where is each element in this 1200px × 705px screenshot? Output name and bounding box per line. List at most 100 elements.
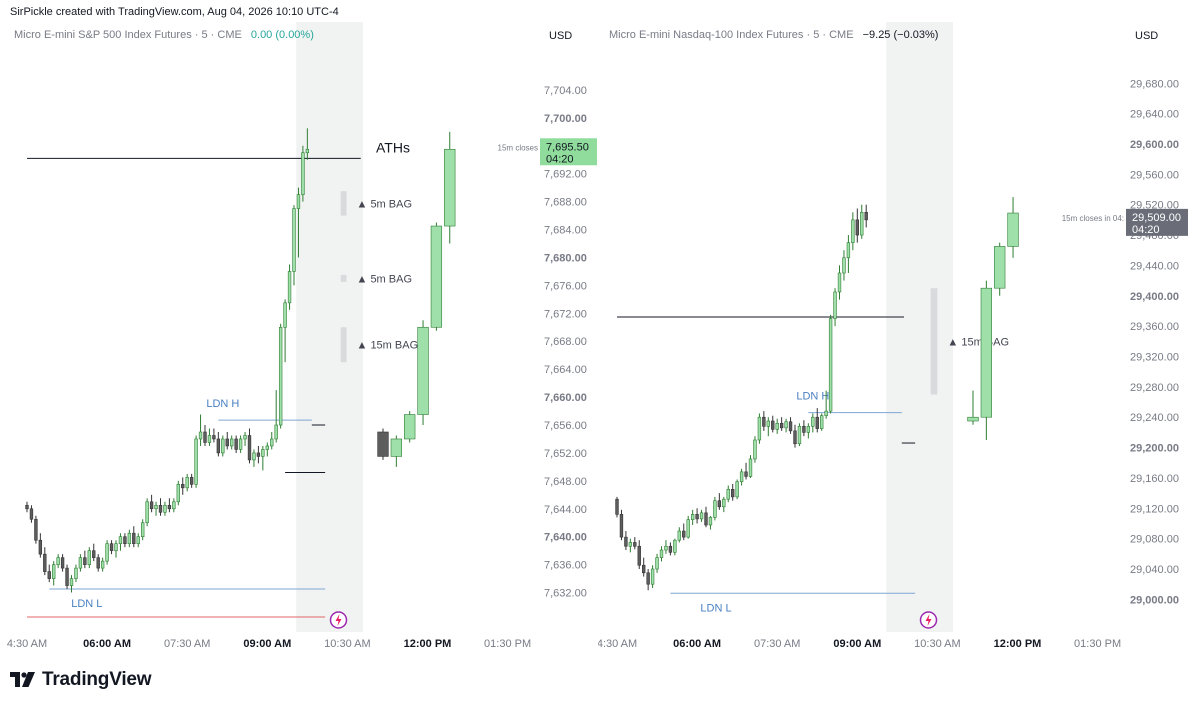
sp500-x-tick-6: 01:30 PM bbox=[484, 638, 531, 650]
nasdaq-candle-5m-40 bbox=[793, 430, 797, 445]
nasdaq-candle-5m-19 bbox=[699, 512, 704, 520]
sp500-x-tick-0: 4:30 AM bbox=[7, 638, 47, 650]
nasdaq-symbol-title[interactable]: Micro E-mini Nasdaq-100 Index Futures · … bbox=[609, 29, 854, 41]
sp500-candle-5m-28 bbox=[149, 501, 154, 510]
sp500-candle-15m-0 bbox=[377, 431, 389, 457]
tradingview-logo[interactable]: TradingView bbox=[10, 669, 152, 691]
sp500-price-label-note: 15m closes bbox=[498, 143, 538, 152]
nasdaq-candle-5m-45 bbox=[815, 416, 819, 429]
nasdaq-y-tick-16: 29,040.00 bbox=[1130, 564, 1179, 576]
nasdaq-candle-5m-10 bbox=[659, 549, 664, 558]
sp500-candle-5m-33 bbox=[172, 501, 176, 510]
nasdaq-candle-5m-51 bbox=[842, 257, 846, 274]
nasdaq-chart-panel[interactable]: LDN H LDN L ▲ 15m BAG 29,680.00 29,640.00 29,… bbox=[598, 22, 1200, 662]
sp500-chart-panel[interactable]: ATHs LDN H LDN L ▲ 5m BAG ▲ 5m BAG ▲ 15m BAG 7… bbox=[0, 22, 597, 662]
nasdaq-candle-15m-2 bbox=[994, 246, 1006, 289]
sp500-candle-5m-55 bbox=[270, 438, 274, 447]
sp500-candle-5m-54 bbox=[265, 445, 269, 450]
nasdaq-candle-15m-1 bbox=[980, 287, 992, 418]
sp500-bag-label-2: ▲ 15m BAG bbox=[357, 340, 419, 352]
sp500-y-tick-0: 7,704.00 bbox=[544, 85, 587, 97]
nasdaq-candle-5m-46 bbox=[820, 415, 824, 429]
sp500-candle-5m-52 bbox=[256, 452, 261, 457]
sp500-candle-5m-58 bbox=[283, 302, 287, 328]
nasdaq-candle-5m-26 bbox=[731, 489, 735, 498]
nasdaq-candle-5m-49 bbox=[833, 291, 837, 319]
sp500-y-tick-13: 7,652.00 bbox=[544, 448, 587, 460]
nasdaq-y-tick-15: 29,080.00 bbox=[1130, 534, 1179, 546]
sp500-candle-5m-2 bbox=[34, 518, 38, 541]
nasdaq-legend: Micro E-mini Nasdaq-100 Index Futures · … bbox=[609, 29, 938, 41]
sp500-candle-5m-41 bbox=[207, 435, 212, 443]
sp500-candle-5m-25 bbox=[136, 536, 140, 544]
nasdaq-candle-5m-28 bbox=[739, 471, 744, 483]
sp500-candle-5m-34 bbox=[176, 484, 180, 503]
sp500-x-tick-2: 07:30 AM bbox=[164, 638, 210, 650]
sp500-y-tick-1: 7,700.00 bbox=[544, 113, 587, 125]
nasdaq-candle-5m-13 bbox=[673, 539, 677, 553]
nasdaq-candle-5m-48 bbox=[828, 318, 833, 412]
nasdaq-y-tick-1: 29,640.00 bbox=[1130, 109, 1179, 121]
sp500-candle-5m-59 bbox=[287, 271, 292, 304]
sp500-candle-5m-1 bbox=[29, 508, 34, 520]
sp500-candle-5m-48 bbox=[238, 438, 243, 450]
nasdaq-candle-5m-29 bbox=[744, 471, 748, 477]
sp500-candle-5m-35 bbox=[181, 484, 185, 489]
nasdaq-x-tick-1: 06:00 AM bbox=[673, 638, 721, 650]
sp500-symbol-title[interactable]: Micro E-mini S&P 500 Index Futures · 5 ·… bbox=[14, 29, 242, 41]
nasdaq-candle-5m-24 bbox=[722, 498, 726, 508]
sp500-candle-5m-32 bbox=[167, 504, 172, 510]
nasdaq-price-label-note: 15m closes in 04: bbox=[1062, 214, 1124, 223]
nasdaq-candle-5m-6 bbox=[642, 564, 646, 574]
nasdaq-candle-5m-39 bbox=[788, 421, 793, 432]
sp500-candle-5m-7 bbox=[56, 557, 60, 565]
sp500-candle-15m-4 bbox=[430, 225, 443, 328]
sp500-x-tick-3: 09:00 AM bbox=[243, 638, 291, 650]
nasdaq-y-tick-11: 29,240.00 bbox=[1130, 412, 1179, 424]
nasdaq-price-label-countdown: 04:20 bbox=[1132, 224, 1160, 236]
nasdaq-candle-5m-0 bbox=[615, 498, 619, 515]
sp500-candle-5m-15 bbox=[92, 550, 96, 558]
sp500-candle-15m-3 bbox=[417, 326, 429, 415]
sp500-price-label-value: 7,695.50 bbox=[546, 141, 589, 153]
nasdaq-candle-5m-31 bbox=[753, 439, 757, 460]
sp500-candle-5m-36 bbox=[185, 477, 189, 489]
sp500-candle-5m-27 bbox=[145, 501, 149, 524]
sp500-candle-5m-8 bbox=[60, 557, 65, 569]
nasdaq-candle-5m-27 bbox=[735, 481, 739, 498]
nasdaq-candle-5m-41 bbox=[797, 426, 802, 445]
sp500-candle-5m-47 bbox=[234, 438, 238, 450]
sp500-y-tick-11: 7,660.00 bbox=[544, 392, 587, 404]
sp500-currency-unit[interactable]: USD bbox=[549, 30, 573, 42]
sp500-candle-5m-46 bbox=[230, 438, 234, 447]
tradingview-wordmark: TradingView bbox=[42, 669, 152, 690]
sp500-price-label-countdown: 04:20 bbox=[546, 153, 574, 165]
nasdaq-candle-5m-50 bbox=[837, 272, 842, 293]
sp500-candle-5m-0 bbox=[25, 504, 29, 510]
nasdaq-price-label-box bbox=[1126, 208, 1188, 236]
nasdaq-y-tick-2: 29,600.00 bbox=[1130, 139, 1179, 151]
sp500-candle-5m-31 bbox=[163, 504, 167, 513]
sp500-bag-label-1: ▲ 5m BAG bbox=[357, 273, 413, 285]
sp500-candle-15m-1 bbox=[390, 438, 402, 457]
sp500-candle-5m-3 bbox=[38, 539, 43, 555]
nasdaq-candle-5m-21 bbox=[708, 517, 713, 526]
nasdaq-currency-unit[interactable]: USD bbox=[1135, 30, 1159, 42]
sp500-candle-5m-49 bbox=[243, 435, 247, 440]
nasdaq-change: −9.25 (−0.03%) bbox=[862, 29, 939, 41]
sp500-candlestick-chart[interactable]: ATHs LDN H LDN L ▲ 5m BAG ▲ 5m BAG ▲ 15m BAG 7… bbox=[0, 22, 597, 662]
nasdaq-candle-5m-8 bbox=[650, 568, 655, 585]
sp500-candle-5m-50 bbox=[247, 435, 252, 461]
nasdaq-candlestick-chart[interactable]: LDN H LDN L ▲ 15m BAG 29,680.00 29,640.00 29,… bbox=[598, 22, 1200, 662]
sp500-y-tick-4: 7,688.00 bbox=[544, 197, 587, 209]
sp500-candle-5m-6 bbox=[52, 564, 56, 579]
sp500-candle-5m-43 bbox=[216, 438, 221, 454]
sp500-level-label-ldn-h: LDN H bbox=[206, 398, 239, 410]
nasdaq-y-tick-10: 29,280.00 bbox=[1130, 382, 1179, 394]
sp500-candle-5m-57 bbox=[278, 326, 283, 426]
nasdaq-candle-5m-52 bbox=[846, 242, 851, 259]
sp500-lightning-icon bbox=[335, 614, 342, 626]
nasdaq-level-label-ldn-h: LDN H bbox=[796, 391, 829, 403]
sp500-y-tick-17: 7,636.00 bbox=[544, 560, 587, 572]
nasdaq-candle-5m-33 bbox=[762, 416, 766, 427]
